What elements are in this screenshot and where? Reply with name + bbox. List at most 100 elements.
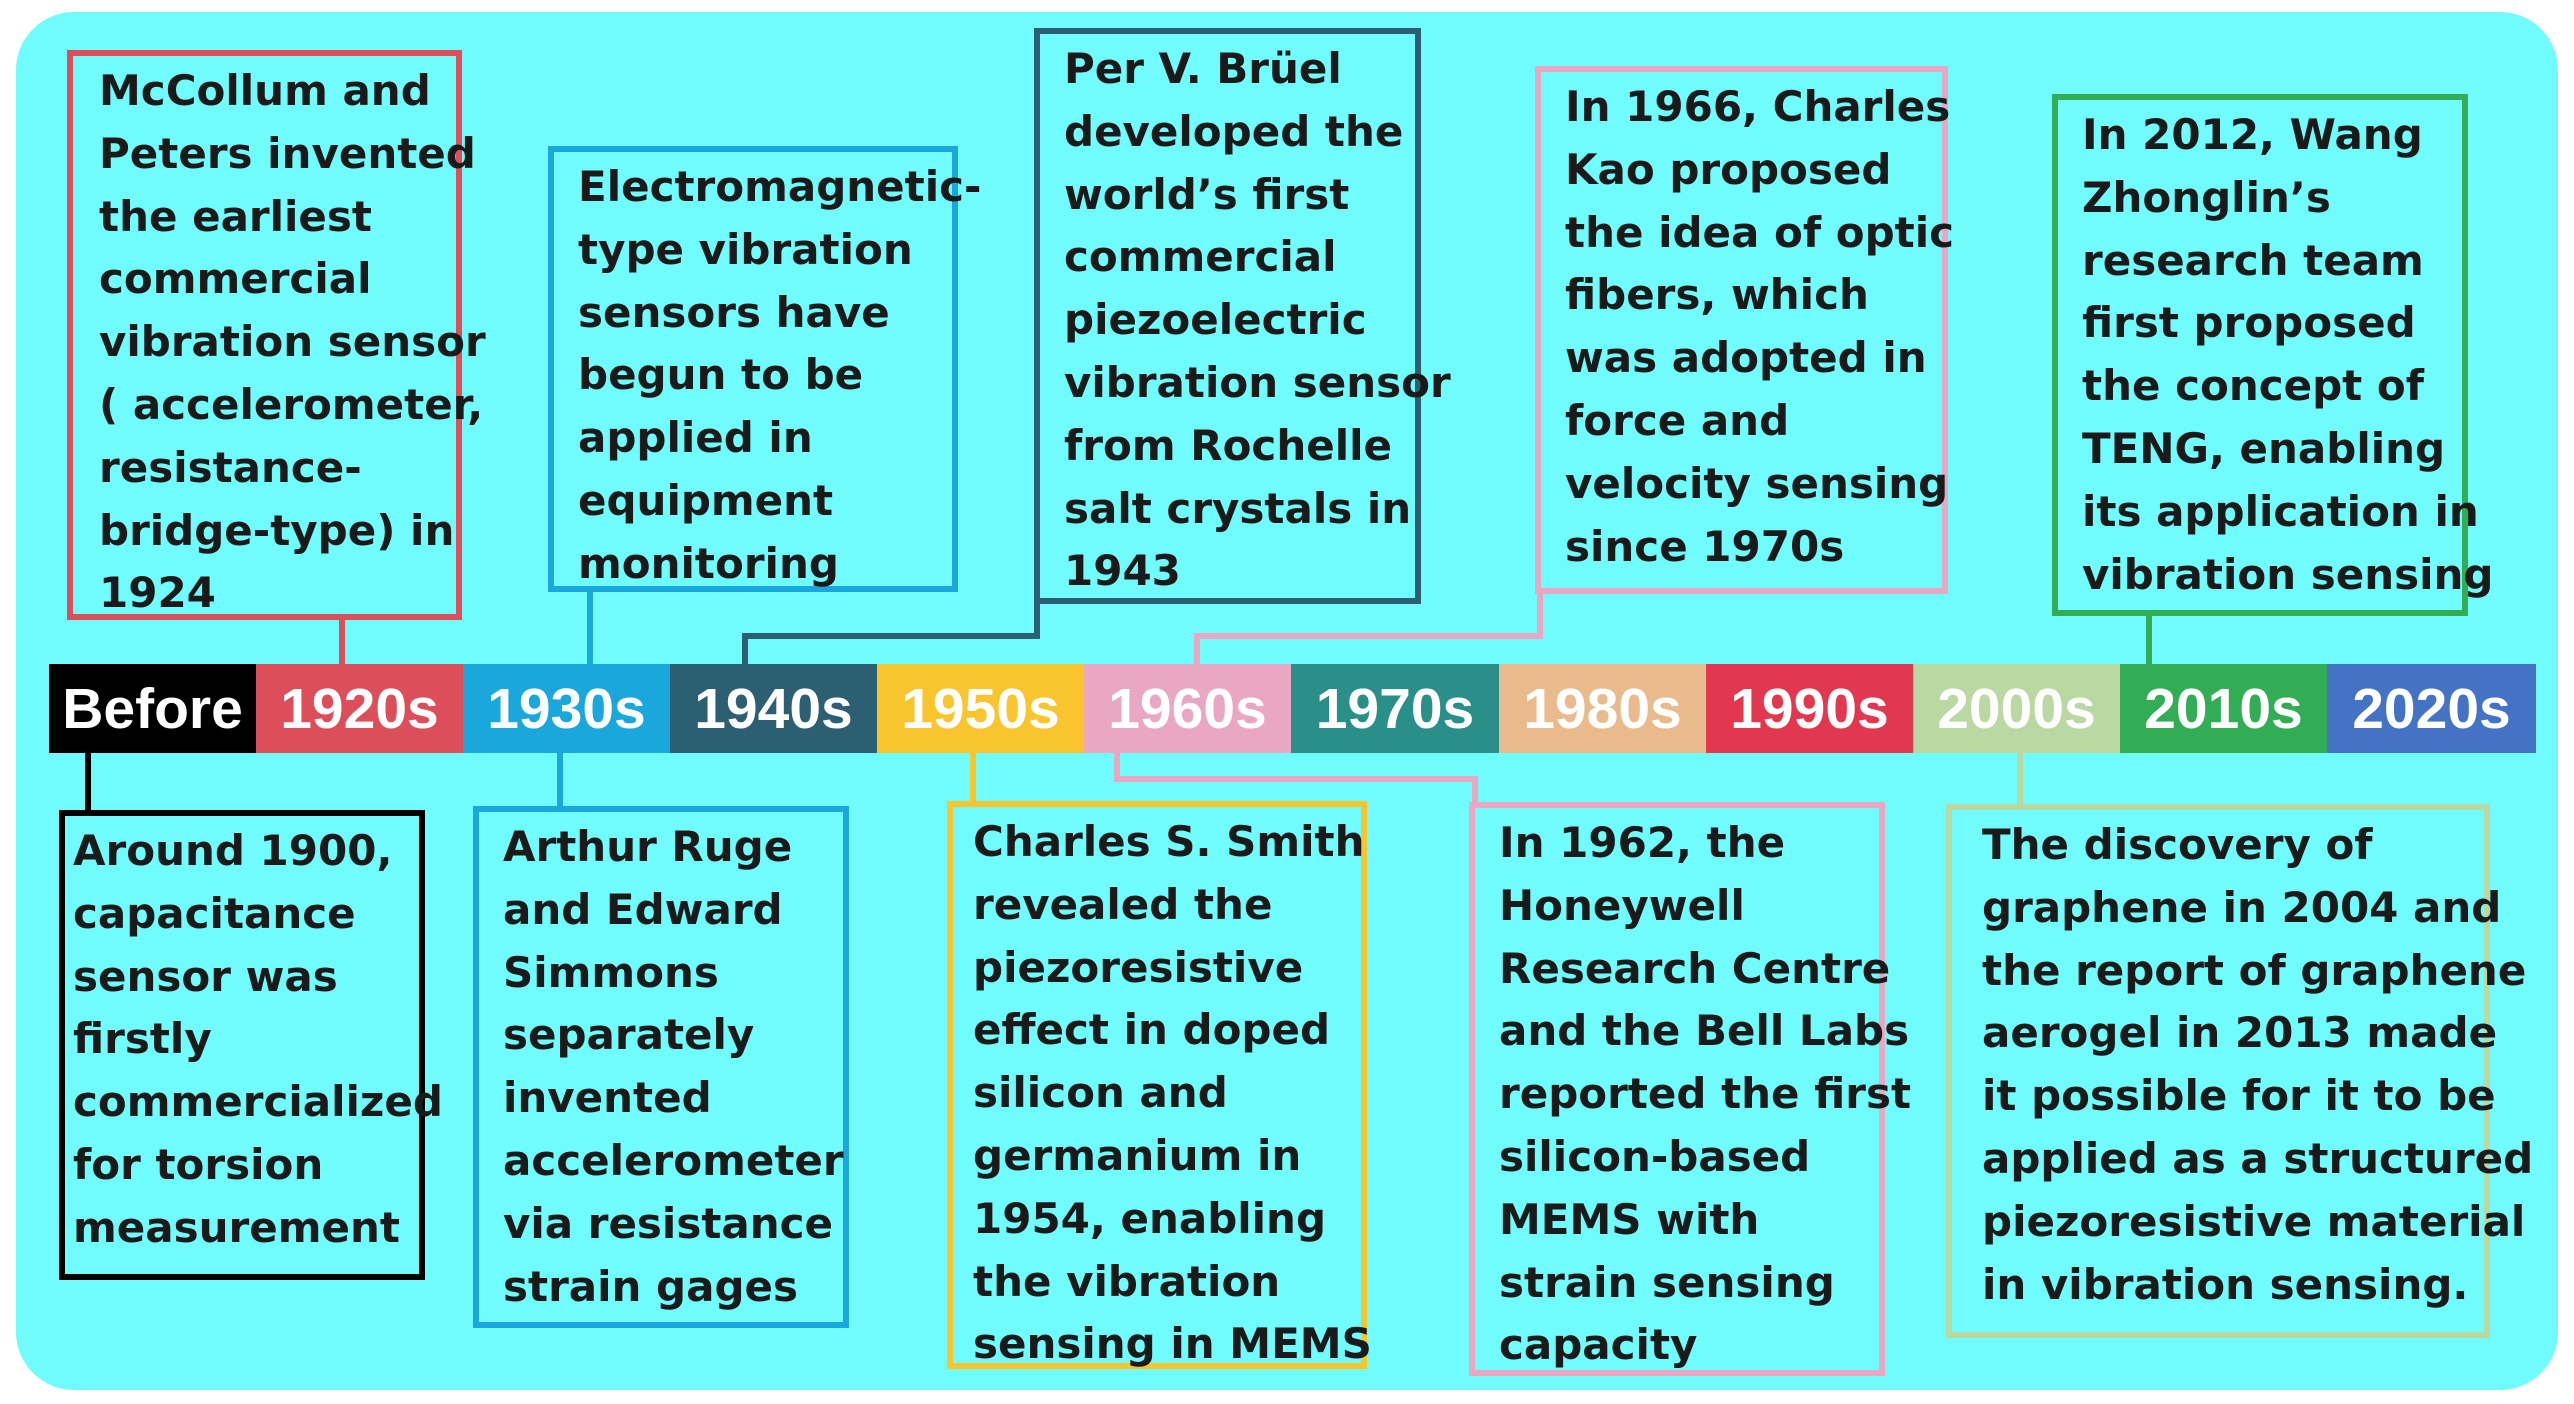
event-text-line: force and (1565, 395, 1790, 445)
event-text-line: its application in (2082, 486, 2479, 536)
event-text-line: Around 1900, (73, 826, 393, 875)
event-text-line: type vibration (578, 224, 913, 274)
timeline-segment-1940s: 1940s (670, 664, 877, 753)
event-text-line: Charles S. Smith (973, 817, 1365, 866)
event-text-line: vibration sensor (99, 317, 486, 367)
event-text-line: MEMS with (1499, 1194, 1760, 1244)
event-text-line: Per V. Brüel (1064, 44, 1342, 93)
event-text-line: Research Centre (1499, 943, 1891, 993)
event-text-line: first proposed (2082, 298, 2416, 348)
event-text-line: commercial (99, 254, 372, 304)
event-text-line: resistance- (99, 442, 362, 492)
timeline-segment-1950s: 1950s (877, 664, 1084, 753)
event-box-2010s: In 2012, Wang Zhonglin’s research team firs… (2052, 94, 2494, 616)
event-text-line: applied as a structured (1982, 1133, 2534, 1183)
event-text-line: silicon and (973, 1068, 1228, 1118)
event-text-line: it possible for it to be (1982, 1071, 2496, 1121)
event-text-line: in vibration sensing. (1982, 1259, 2469, 1309)
event-text-line: 1954, enabling (973, 1193, 1327, 1243)
event-text-line: capacity (1499, 1320, 1698, 1370)
timeline-segment-2000s: 2000s (1913, 664, 2120, 753)
event-text-line: the earliest (99, 191, 372, 241)
event-text-line: Electromagnetic- (578, 162, 982, 211)
event-text-line: for torsion (73, 1139, 324, 1189)
event-box-1920s: McCollum and Peters invented the earliest c… (67, 50, 486, 620)
event-box-1930s-top: Electromagnetic-type vibration sensors ha… (548, 146, 982, 592)
event-box-2000s: The discovery of graphene in 2004 and the … (1946, 804, 2534, 1338)
event-text-line: silicon-based (1499, 1131, 1811, 1181)
event-text-line: reported the first (1499, 1069, 1912, 1119)
event-text-line: was adopted in (1565, 333, 1927, 383)
connector-1940s (742, 604, 1040, 664)
event-text-line: Kao proposed (1565, 144, 1892, 194)
event-text-line: In 2012, Wang (2082, 110, 2423, 159)
event-text-line: germanium in (973, 1130, 1302, 1180)
event-box-before: Around 1900, capacitance sensor was firstly… (59, 810, 443, 1280)
event-text-line: sensor was (73, 951, 338, 1001)
event-text-line: Arthur Ruge (503, 822, 793, 871)
event-text-line: since 1970s (1565, 521, 1845, 571)
event-text-line: bridge-type) in (99, 505, 455, 555)
event-text-line: piezoresistive material (1982, 1196, 2526, 1246)
event-text-line: capacitance (73, 888, 356, 938)
event-text-line: research team (2082, 235, 2424, 285)
event-text-line: salt crystals in (1064, 483, 1412, 533)
connector-1960s-top (1194, 594, 1543, 664)
timeline-segment-2010s: 2010s (2120, 664, 2327, 753)
event-text-line: monitoring (578, 538, 839, 588)
event-text-line: the idea of optic (1565, 207, 1955, 257)
timeline-segment-2020s: 2020s (2327, 664, 2536, 753)
event-text-line: and Edward (503, 884, 783, 934)
event-box-1930s-bottom: Arthur Ruge and Edward Simmons separately in… (473, 806, 849, 1328)
event-text-line: aerogel in 2013 made (1982, 1008, 2498, 1058)
timeline-bar: Before 1920s 1930s 1940s 1950s 1960s 197… (49, 664, 2536, 753)
event-text-line: Peters invented (99, 128, 476, 178)
event-text-line: strain gages (503, 1261, 799, 1311)
event-text-line: commercialized (73, 1077, 443, 1127)
event-text-line: from Rochelle (1064, 420, 1392, 470)
event-text-line: ( accelerometer, (99, 379, 484, 429)
event-text-line: Honeywell (1499, 880, 1745, 930)
event-text-line: Simmons (503, 947, 719, 997)
event-text-line: world’s first (1064, 169, 1350, 219)
timeline-segment-1970s: 1970s (1291, 664, 1499, 753)
event-text-line: invented (503, 1073, 712, 1123)
event-text-line: Zhonglin’s (2082, 172, 2331, 222)
event-text-line: applied in (578, 413, 813, 463)
event-box-1960s-top: In 1966, Charles Kao proposed the idea of … (1535, 66, 1955, 594)
event-text-line: fibers, which (1565, 270, 1869, 320)
event-box-1960s-bottom: In 1962, the Honeywell Research Centre and … (1469, 802, 1912, 1376)
event-text-line: the concept of (2082, 361, 2425, 411)
event-text-line: velocity sensing (1565, 458, 1949, 508)
event-text-line: sensors have (578, 287, 890, 337)
event-box-1940s: Per V. Brüel developed the world’s first co… (1034, 28, 1451, 604)
event-text-line: equipment (578, 475, 834, 525)
event-text-line: effect in doped (973, 1005, 1331, 1055)
event-text-line: developed the (1064, 106, 1404, 156)
event-text-line: and the Bell Labs (1499, 1006, 1910, 1056)
event-text-line: The discovery of (1982, 820, 2373, 869)
event-text-line: commercial (1064, 232, 1337, 282)
event-text-line: separately (503, 1010, 755, 1060)
connector-1960s-bottom (1114, 753, 1478, 804)
timeline-segment-1990s: 1990s (1706, 664, 1913, 753)
event-text-line: 1924 (99, 568, 216, 618)
timeline-segment-1980s: 1980s (1499, 664, 1706, 753)
event-text-line: measurement (73, 1202, 400, 1252)
event-text-line: via resistance (503, 1198, 834, 1248)
event-text-line: piezoresistive (973, 942, 1304, 992)
event-text-line: McCollum and (99, 66, 431, 115)
event-text-line: graphene in 2004 and (1982, 882, 2502, 932)
event-text-line: vibration sensing (2082, 549, 2494, 599)
event-text-line: piezoelectric (1064, 295, 1367, 345)
event-text-line: begun to be (578, 350, 864, 400)
event-text-line: In 1966, Charles (1565, 82, 1951, 131)
event-text-line: the report of graphene (1982, 945, 2527, 995)
timeline-segment-1960s: 1960s (1084, 664, 1291, 753)
event-text-line: sensing in MEMS (973, 1319, 1372, 1369)
event-text-line: In 1962, the (1499, 818, 1786, 867)
event-text-line: accelerometer (503, 1135, 844, 1185)
timeline-segment-1930s: 1930s (463, 664, 670, 753)
event-text-line: strain sensing (1499, 1257, 1835, 1307)
